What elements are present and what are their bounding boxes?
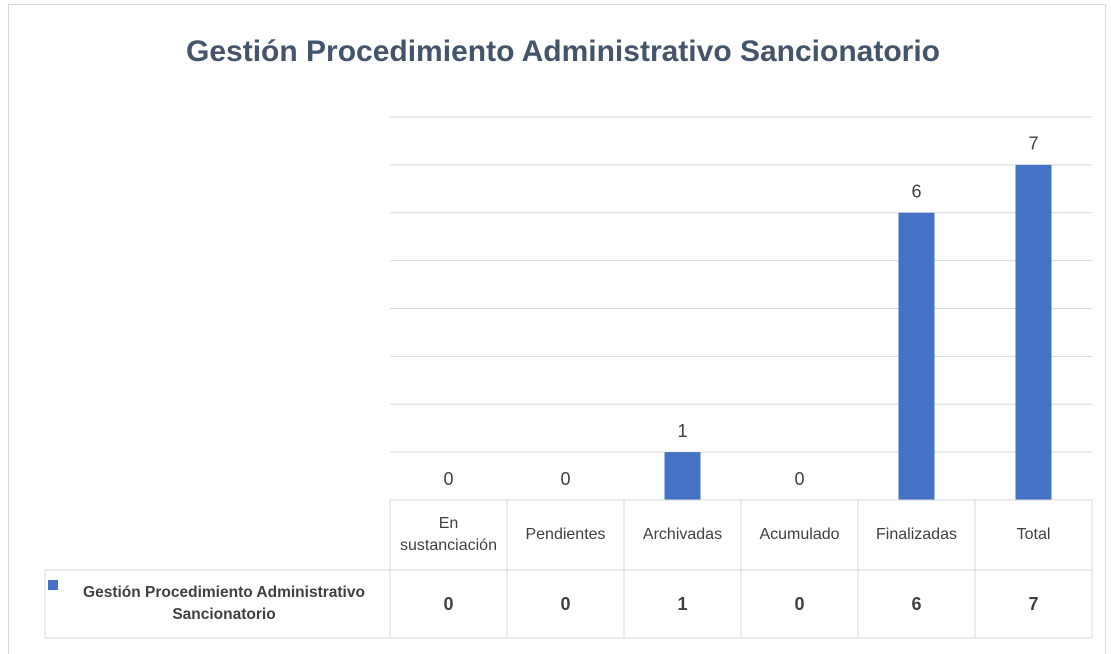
bar xyxy=(664,452,701,500)
legend-swatch xyxy=(48,580,58,590)
x-tick-label-box: En sustanciación xyxy=(400,515,497,554)
x-tick-label: Acumulado xyxy=(759,526,840,543)
table-value: 7 xyxy=(1028,594,1039,614)
table-value-box: 7 xyxy=(1028,594,1039,614)
table-value: 0 xyxy=(794,594,805,614)
legend-entry: Gestión Procedimiento Administrativo San… xyxy=(45,570,390,638)
data-label: 1 xyxy=(677,421,687,441)
table-value-box: 0 xyxy=(443,594,454,614)
bar xyxy=(1015,164,1052,500)
x-tick-label-box: Total xyxy=(1016,526,1051,543)
table-value: 0 xyxy=(443,594,454,614)
data-label: 7 xyxy=(1028,134,1038,154)
data-label: 0 xyxy=(560,469,570,489)
data-label: 0 xyxy=(443,469,453,489)
table-value: 0 xyxy=(560,594,571,614)
x-tick-label: Pendientes xyxy=(525,526,606,543)
legend-label: Gestión Procedimiento Administrativo San… xyxy=(83,584,365,623)
x-tick-label: Total xyxy=(1016,526,1051,543)
table-value-box: 0 xyxy=(794,594,805,614)
bar xyxy=(898,212,935,500)
table-value: 1 xyxy=(677,594,688,614)
table-value-box: 1 xyxy=(677,594,688,614)
chart-title: Gestión Procedimiento Administrativo San… xyxy=(186,35,940,68)
x-tick-label-box: Pendientes xyxy=(525,526,606,543)
data-label: 0 xyxy=(794,469,804,489)
table-value-box: 0 xyxy=(560,594,571,614)
x-tick-label: En sustanciación xyxy=(400,515,497,554)
x-tick-label: Finalizadas xyxy=(876,526,957,543)
legend-entry-box: Gestión Procedimiento Administrativo San… xyxy=(45,570,390,638)
x-tick-label-box: Archivadas xyxy=(642,526,723,543)
x-tick-label: Archivadas xyxy=(642,526,723,543)
x-tick-label-box: Finalizadas xyxy=(876,526,957,543)
data-label: 6 xyxy=(911,182,921,202)
table-value: 6 xyxy=(911,594,922,614)
table-value-box: 6 xyxy=(911,594,922,614)
x-tick-label-box: Acumulado xyxy=(759,526,840,543)
